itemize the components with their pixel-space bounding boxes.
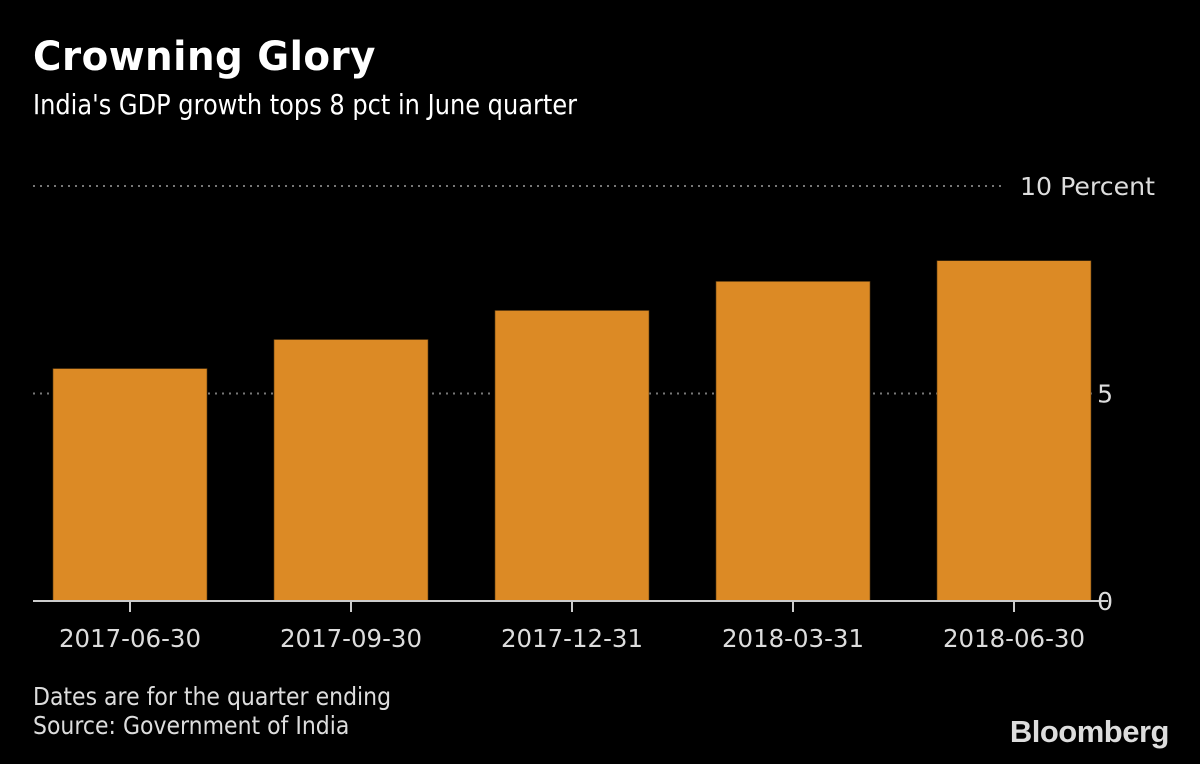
chart-title: Crowning Glory (33, 34, 376, 80)
bars (52, 260, 1092, 602)
bar (936, 260, 1092, 602)
x-tick-label: 2017-12-31 (501, 624, 643, 653)
footnote-dates: Dates are for the quarter ending (33, 682, 392, 711)
chart-subtitle: India's GDP growth tops 8 pct in June qu… (33, 88, 578, 121)
bar (52, 368, 208, 602)
y-tick-label: 5 (1097, 380, 1113, 409)
bar (715, 281, 871, 602)
bar (273, 339, 429, 602)
x-tick-label: 2017-09-30 (280, 624, 422, 653)
x-axis (33, 600, 1108, 612)
footnote-source: Source: Government of India (33, 711, 350, 740)
x-tick-label: 2018-03-31 (722, 624, 864, 653)
x-tick-label: 2017-06-30 (59, 624, 201, 653)
y-tick-label: 0 (1097, 587, 1113, 616)
gridlines (33, 185, 1096, 395)
x-tick-labels: 2017-06-30 2017-09-30 2017-12-31 2018-03-31… (59, 624, 1085, 653)
y-axis: 0 5 10 Percent (1020, 172, 1155, 616)
bloomberg-logo: Bloomberg (1009, 714, 1170, 749)
bar (494, 310, 650, 602)
x-tick-label: 2018-06-30 (943, 624, 1085, 653)
y-tick-label: 10 Percent (1020, 172, 1155, 201)
